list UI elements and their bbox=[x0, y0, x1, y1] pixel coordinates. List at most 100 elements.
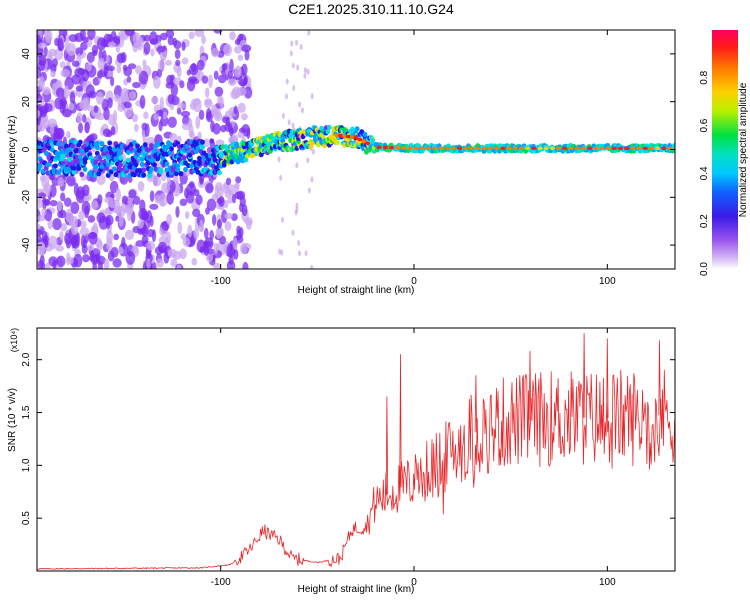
spectrogram-cell bbox=[156, 46, 166, 53]
spectrogram-cell bbox=[164, 161, 170, 167]
snr-y-ticks: 0.5 1.0 1.5 2.0 bbox=[21, 352, 675, 525]
spectrogram-cell bbox=[228, 78, 237, 87]
spectrogram-cell bbox=[167, 116, 177, 128]
spectrogram-cell bbox=[118, 155, 123, 161]
spectrogram-cell bbox=[303, 67, 307, 74]
spectrogram-cell bbox=[110, 246, 119, 258]
spectrogram-cell bbox=[85, 84, 95, 98]
spectrogram-cell bbox=[228, 255, 234, 265]
snr-y-axis-label: SNR (10 * v/v) bbox=[7, 388, 18, 452]
spectrogram-cell bbox=[562, 146, 568, 151]
spectrogram-cell bbox=[284, 93, 288, 100]
spectrogram-cell bbox=[494, 146, 500, 151]
spectrogram-cell bbox=[167, 141, 173, 147]
spectrogram-cell bbox=[198, 109, 205, 121]
spectrogram-cell bbox=[237, 54, 244, 62]
spectrogram-cell bbox=[426, 146, 432, 151]
spectrogram-cell bbox=[103, 258, 110, 269]
spectrogram-cell bbox=[181, 57, 189, 65]
spectrogram-cell bbox=[43, 183, 52, 194]
spectrogram-cell bbox=[295, 39, 299, 46]
spectrogram-cell bbox=[141, 167, 147, 173]
spectrogram-cell bbox=[43, 45, 48, 58]
spectrogram-cell bbox=[68, 138, 74, 145]
spectrogram-cell bbox=[99, 141, 105, 147]
spectrogram-cell bbox=[197, 155, 202, 161]
spectrogram-cell bbox=[195, 145, 201, 152]
spectrogram-cell bbox=[221, 209, 228, 224]
spectrogram-cell bbox=[543, 146, 549, 151]
spectrogram-cell bbox=[83, 195, 89, 203]
spectrogram-cell bbox=[49, 200, 58, 207]
spectrogram-cell bbox=[164, 59, 172, 66]
spectrogram-x-ticks: -100 0 100 bbox=[211, 30, 616, 287]
spectrogram-cell bbox=[353, 135, 359, 140]
y-tick-label: 40 bbox=[21, 48, 32, 60]
spectrogram-cell bbox=[63, 143, 69, 149]
spectrogram-cell bbox=[37, 93, 43, 104]
spectrogram-cell bbox=[77, 154, 83, 160]
spectrogram-cell bbox=[195, 115, 201, 130]
spectrogram-cell bbox=[195, 194, 203, 206]
spectrogram-cell bbox=[179, 198, 188, 207]
spectrogram-cell bbox=[241, 63, 248, 76]
spectrogram-cell bbox=[190, 98, 201, 106]
spectrogram-cell bbox=[92, 260, 97, 269]
spectrogram-cell bbox=[201, 75, 209, 84]
spectrogram-cell bbox=[518, 146, 525, 151]
spectrogram-cell bbox=[107, 41, 116, 48]
spectrogram-cell bbox=[500, 146, 506, 151]
spectrogram-cell bbox=[65, 130, 71, 139]
spectrogram-cell bbox=[212, 262, 221, 269]
spectrogram-cell bbox=[232, 249, 239, 260]
spectrogram-cell bbox=[126, 76, 132, 83]
x-tick-label: 100 bbox=[599, 577, 616, 588]
spectrogram-cell bbox=[203, 227, 209, 240]
spectrogram-cell bbox=[57, 210, 64, 219]
spectrogram-cell bbox=[225, 177, 232, 186]
spectrogram-cell bbox=[44, 30, 53, 44]
spectrogram-cell bbox=[190, 62, 197, 73]
spectrogram-cell bbox=[223, 43, 233, 57]
spectrogram-cell bbox=[81, 69, 90, 82]
spectrogram-cell bbox=[68, 34, 79, 42]
spectrogram-cell bbox=[134, 123, 139, 133]
spectrogram-cell bbox=[149, 166, 154, 173]
spectrogram-cell bbox=[212, 213, 217, 226]
spectrogram-y-ticks: -40 -20 0 20 40 bbox=[21, 48, 675, 252]
spectrogram-cell bbox=[213, 242, 219, 255]
spectrogram-cell bbox=[94, 140, 100, 146]
spectrogram-cell bbox=[334, 139, 340, 146]
colorbar-ticks: 0.0 0.2 0.4 0.6 0.8 bbox=[699, 70, 710, 276]
spectrogram-cell bbox=[87, 134, 95, 143]
spectrogram-cell bbox=[241, 44, 252, 53]
spectrogram-cell bbox=[304, 250, 308, 257]
spectrogram-cell bbox=[105, 161, 111, 168]
spectrogram-cell bbox=[60, 153, 66, 159]
spectrogram-cell bbox=[120, 87, 130, 102]
spectrogram-cell bbox=[481, 146, 487, 151]
spectrogram-cell bbox=[214, 86, 224, 97]
spectrogram-cell bbox=[209, 138, 215, 144]
spectrogram-cell bbox=[289, 50, 293, 57]
spectrogram-cell bbox=[556, 146, 562, 151]
spectrogram-cell bbox=[224, 221, 232, 231]
spectrogram-cell bbox=[78, 122, 84, 134]
spectrogram-cell bbox=[59, 231, 64, 241]
spectrogram-cell bbox=[176, 65, 182, 78]
spectrogram-cell bbox=[113, 35, 121, 44]
spectrogram-cell bbox=[37, 163, 43, 169]
spectrogram-cell bbox=[188, 31, 195, 40]
spectrogram-cell bbox=[51, 58, 58, 68]
spectrogram-cell bbox=[152, 175, 162, 187]
spectrogram-cell bbox=[624, 146, 630, 151]
spectrogram-cell bbox=[88, 231, 98, 245]
spectrogram-cell bbox=[131, 113, 139, 123]
spectrogram-cell bbox=[66, 175, 76, 187]
spectrogram-cell bbox=[549, 146, 556, 151]
spectrogram-cell bbox=[59, 61, 66, 69]
spectrogram-cell bbox=[56, 255, 66, 268]
spectrogram-cell bbox=[200, 144, 205, 150]
spectrogram-cell bbox=[229, 58, 234, 73]
spectrogram-cell bbox=[199, 219, 204, 232]
